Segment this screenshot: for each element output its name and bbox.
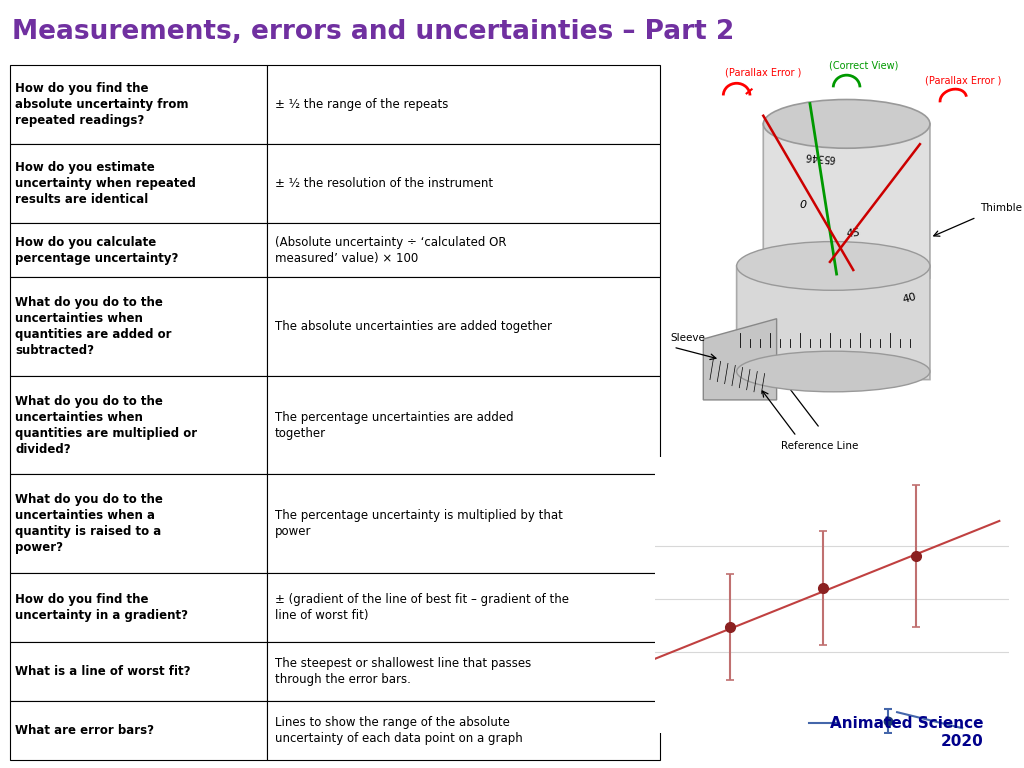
Bar [267,144,660,223]
Text: Lines to show the range of the absolute
uncertainty of each data point on a grap: Lines to show the range of the absolute … [274,717,522,745]
Bar [267,223,660,277]
Bar [267,376,660,475]
Ellipse shape [763,100,930,148]
FancyBboxPatch shape [736,266,930,379]
Text: The absolute uncertainties are added together: The absolute uncertainties are added tog… [274,320,552,333]
Text: How do you find the
absolute uncertainty from
repeated readings?: How do you find the absolute uncertainty… [15,82,189,127]
Text: Reference Line: Reference Line [781,441,859,451]
Bar [267,65,660,144]
Text: (Parallax Error ): (Parallax Error ) [725,67,802,77]
Ellipse shape [736,242,930,290]
Text: Thimble: Thimble [980,204,1022,214]
Bar [10,223,267,277]
Bar [267,642,660,701]
Text: What are error bars?: What are error bars? [15,724,155,737]
Bar [10,376,267,475]
Bar [267,701,660,760]
Bar [10,65,267,144]
Text: ± ½ the resolution of the instrument: ± ½ the resolution of the instrument [274,177,493,190]
Bar [10,642,267,701]
Bar [10,475,267,573]
Text: What do you do to the
uncertainties when
quantities are multiplied or
divided?: What do you do to the uncertainties when… [15,395,198,455]
Text: 45: 45 [846,228,861,239]
Text: The steepest or shallowest line that passes
through the error bars.: The steepest or shallowest line that pas… [274,657,531,686]
Text: The percentage uncertainty is multiplied by that
power: The percentage uncertainty is multiplied… [274,509,563,538]
Text: (Absolute uncertainty ÷ ‘calculated OR
measured’ value) × 100: (Absolute uncertainty ÷ ‘calculated OR m… [274,236,507,265]
FancyBboxPatch shape [763,124,930,278]
Text: 65346: 65346 [804,150,836,163]
Text: ± ½ the range of the repeats: ± ½ the range of the repeats [274,98,449,111]
Text: How do you estimate
uncertainty when repeated
results are identical: How do you estimate uncertainty when rep… [15,161,197,206]
Text: How do you calculate
percentage uncertainty?: How do you calculate percentage uncertai… [15,236,179,265]
Text: Measurements, errors and uncertainties – Part 2: Measurements, errors and uncertainties –… [12,19,734,45]
Text: The percentage uncertainties are added
together: The percentage uncertainties are added t… [274,411,513,439]
Text: ± (gradient of the line of best fit – gradient of the
line of worst fit): ± (gradient of the line of best fit – gr… [274,593,569,622]
Polygon shape [703,319,776,400]
Bar [267,573,660,642]
Text: (Correct View): (Correct View) [828,61,898,71]
Text: What is a line of worst fit?: What is a line of worst fit? [15,665,190,678]
Ellipse shape [736,351,930,392]
Bar [267,277,660,376]
Text: (Parallax Error ): (Parallax Error ) [925,75,1001,85]
Text: What do you do to the
uncertainties when a
quantity is raised to a
power?: What do you do to the uncertainties when… [15,493,163,554]
Text: 0: 0 [800,200,807,210]
Text: Sleeve: Sleeve [670,333,705,343]
Bar [10,701,267,760]
Text: How do you find the
uncertainty in a gradient?: How do you find the uncertainty in a gra… [15,593,188,622]
Bar [10,277,267,376]
Text: Animated Science
2020: Animated Science 2020 [829,717,983,749]
Text: What do you do to the
uncertainties when
quantities are added or
subtracted?: What do you do to the uncertainties when… [15,296,172,357]
Bar [10,144,267,223]
Bar [267,475,660,573]
Bar [10,573,267,642]
Text: 40: 40 [902,292,919,305]
